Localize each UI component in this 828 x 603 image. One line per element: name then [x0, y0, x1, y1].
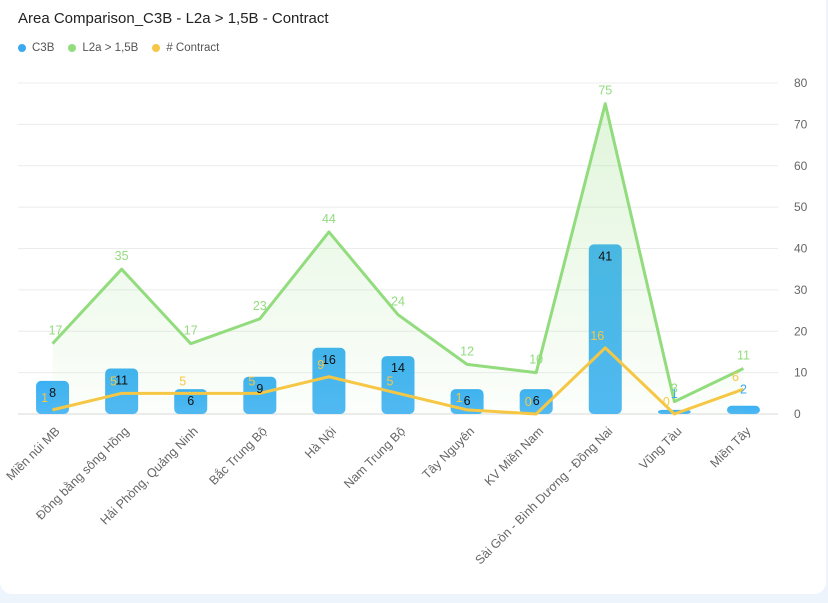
- legend-label-c3b: C3B: [32, 42, 55, 54]
- y-tick-label: 10: [794, 366, 808, 380]
- data-label-l2a: 10: [529, 353, 543, 367]
- data-label-c3b: 2: [740, 383, 747, 397]
- data-label-l2a: 3: [671, 382, 678, 396]
- legend-dot-contract: [152, 44, 161, 52]
- x-tick-label: Sài Gòn - Bình Dương - Đồng Nai: [472, 424, 615, 567]
- data-label-c3b: 11: [115, 373, 128, 387]
- line-l2a: [51, 102, 745, 404]
- data-label-l2a: 44: [322, 212, 336, 226]
- data-label-c3b: 6: [464, 394, 471, 408]
- y-tick-label: 50: [794, 200, 808, 214]
- data-label-c3b: 6: [187, 394, 194, 408]
- y-tick-label: 30: [794, 283, 808, 297]
- chart-legend: C3B L2a > 1,5B # Contract: [18, 42, 219, 54]
- legend-item-l2a[interactable]: L2a > 1,5B: [68, 42, 138, 54]
- data-label-contract: 0: [663, 395, 670, 409]
- y-tick-label: 20: [794, 324, 808, 338]
- x-tick-label: KV Miền Nam: [482, 424, 546, 488]
- data-label-l2a: 17: [49, 324, 63, 338]
- data-label-c3b: 9: [256, 382, 263, 396]
- data-label-c3b: 16: [322, 353, 336, 367]
- data-label-contract: 1: [456, 391, 463, 405]
- data-label-contract: 16: [590, 329, 604, 343]
- legend-dot-c3b: [18, 44, 26, 52]
- legend-label-contract: # Contract: [166, 42, 220, 54]
- data-label-contract: 1: [41, 391, 48, 405]
- data-label-c3b: 6: [533, 394, 540, 408]
- data-label-contract: 0: [525, 395, 532, 409]
- data-label-l2a: 35: [115, 249, 129, 263]
- legend-item-c3b[interactable]: C3B: [18, 42, 54, 54]
- legend-label-l2a: L2a > 1,5B: [82, 42, 139, 54]
- y-tick-label: 80: [794, 76, 808, 90]
- data-label-c3b: 1: [671, 387, 678, 401]
- x-tick-label: Miền Tây: [707, 424, 754, 471]
- y-tick-label: 70: [794, 117, 808, 131]
- data-label-contract: 9: [317, 358, 324, 372]
- data-label-contract: 5: [387, 374, 394, 388]
- legend-item-contract[interactable]: # Contract: [152, 42, 219, 54]
- y-tick-label: 0: [794, 407, 801, 421]
- area-l2a: [52, 103, 744, 414]
- x-tick-label: Vũng Tàu: [636, 424, 684, 472]
- x-tick-label: Bắc Trung Bộ: [206, 423, 270, 487]
- data-label-contract: 5: [110, 374, 117, 388]
- data-label-contract: 5: [179, 374, 186, 388]
- data-label-l2a: 17: [184, 324, 198, 338]
- x-tick-label: Hà Nội: [302, 424, 339, 461]
- data-label-l2a: 12: [460, 344, 474, 358]
- x-tick-label: Tây Nguyên: [420, 424, 478, 482]
- data-label-c3b: 14: [391, 361, 405, 375]
- data-label-c3b: 8: [49, 386, 56, 400]
- y-tick-label: 60: [794, 159, 808, 173]
- data-label-c3b: 41: [598, 249, 612, 263]
- y-tick-label: 40: [794, 242, 808, 256]
- data-label-l2a: 24: [391, 295, 405, 309]
- data-label-l2a: 75: [598, 84, 612, 98]
- line-contract: [52, 346, 744, 416]
- chart-title: Area Comparison_C3B - L2a > 1,5B - Contr…: [18, 10, 329, 27]
- data-label-contract: 6: [732, 370, 739, 384]
- legend-dot-l2a: [68, 44, 77, 52]
- x-tick-label: Nam Trung Bộ: [341, 424, 408, 491]
- data-label-contract: 5: [248, 374, 255, 388]
- data-label-l2a: 23: [253, 299, 267, 313]
- data-label-l2a: 11: [737, 348, 750, 362]
- x-tick-label: Miền núi MB: [4, 424, 63, 483]
